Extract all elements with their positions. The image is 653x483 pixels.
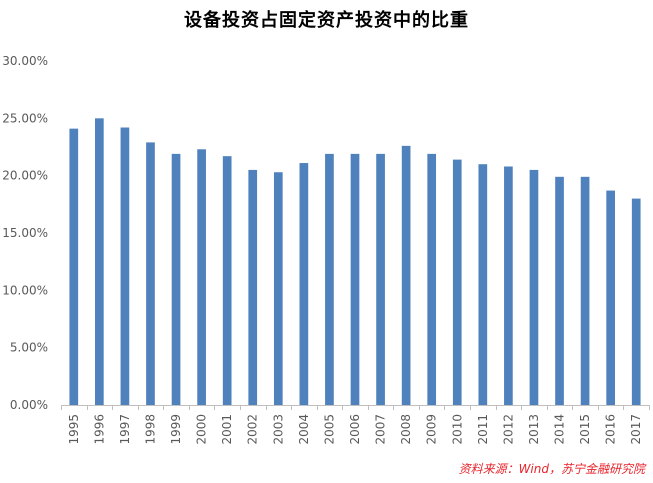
bar [478,164,488,405]
bar [631,198,641,405]
x-tick-label: 2004 [297,414,311,445]
bar [555,176,564,405]
x-tick-label: 2002 [246,414,260,445]
y-tick-label: 0.00% [10,398,48,412]
bars [69,118,641,405]
bar [427,153,437,405]
bar [376,153,385,405]
bar [350,153,360,405]
y-tick-label: 15.00% [2,226,48,240]
x-axis-ticks [61,405,650,410]
y-tick-label: 25.00% [2,111,48,125]
bar [401,145,411,405]
bar [299,163,309,405]
y-tick-label: 5.00% [10,341,48,355]
bar [325,153,334,405]
bar [69,128,79,405]
x-tick-label: 2017 [629,414,643,445]
x-tick-label: 2006 [348,414,362,445]
y-tick-label: 20.00% [2,169,48,183]
y-tick-label: 10.00% [2,283,48,297]
x-tick-label: 2008 [399,414,413,445]
x-axis-tick-labels: 1995 1996 1997 1998 1999 2000 2001 2002 2003 2004… [67,414,643,445]
bar [529,169,539,405]
bar [146,142,155,405]
source-note: 资料来源：Wind，苏宁金融研究院 [458,462,645,476]
bar [95,118,104,405]
x-tick-label: 2005 [322,414,336,445]
x-tick-label: 2003 [271,414,285,445]
bar [580,176,590,405]
x-tick-label: 2016 [604,414,618,445]
bar [248,169,258,405]
x-tick-label: 2012 [501,414,515,445]
x-tick-label: 1997 [118,414,132,445]
x-tick-label: 2000 [195,414,209,445]
x-tick-label: 2011 [476,414,490,445]
x-tick-label: 2013 [527,414,541,445]
x-tick-label: 1995 [67,414,81,445]
x-tick-label: 2009 [425,414,439,445]
x-tick-label: 1996 [92,414,106,445]
bar [504,166,513,405]
y-tick-label: 30.00% [2,54,48,68]
x-tick-label: 2007 [374,414,388,445]
x-tick-label: 2015 [578,414,592,445]
bar [171,153,181,405]
bar [273,172,283,405]
bar [606,190,615,405]
bar [222,156,232,405]
bar [452,159,462,405]
bar [197,149,206,405]
chart-title: 设备投资占固定资产投资中的比重 [184,10,469,31]
x-tick-label: 2014 [553,414,567,445]
x-tick-label: 2010 [450,414,464,445]
x-tick-label: 1998 [143,414,157,445]
y-axis-tick-labels: 0.00% 5.00% 10.00% 15.00% 20.00% 25.00% 30.00% [2,54,48,412]
bar [120,127,130,405]
x-tick-label: 1999 [169,414,183,445]
x-tick-label: 2001 [220,414,234,445]
